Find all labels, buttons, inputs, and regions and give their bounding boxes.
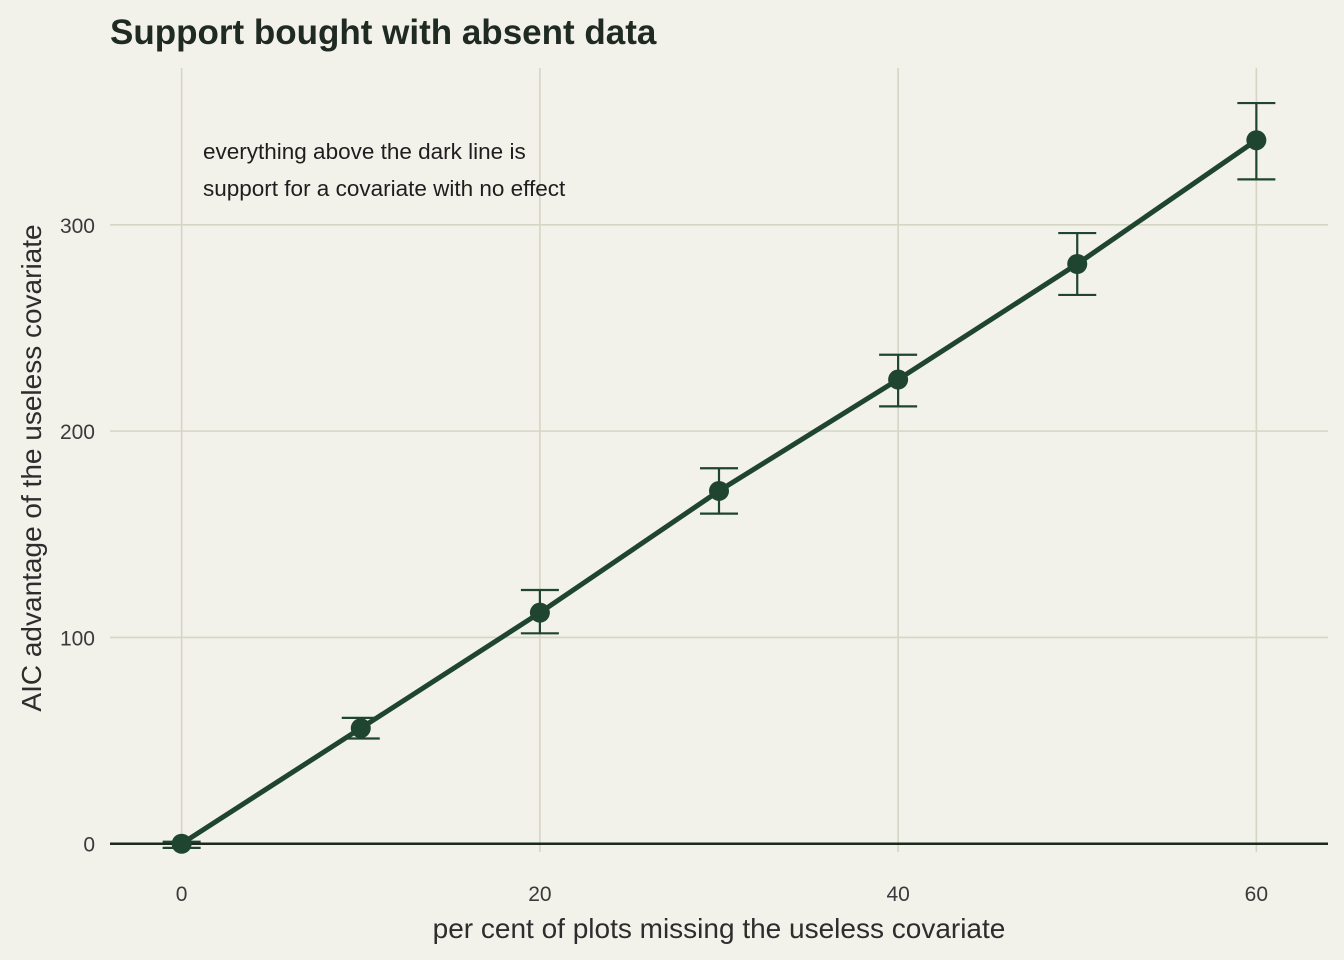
x-tick-label: 20: [528, 883, 551, 906]
y-tick-label: 100: [60, 627, 95, 650]
data-point: [350, 718, 371, 739]
data-point: [171, 833, 192, 854]
annotation-text: everything above the dark line is support…: [203, 139, 566, 201]
tick-label-layer: 0 20 40 60 0 100 200 300: [60, 215, 1268, 906]
x-tick-label: 60: [1245, 883, 1268, 906]
y-tick-label: 200: [60, 421, 95, 444]
y-axis-title: AIC advantage of the useless covariate: [16, 224, 47, 711]
data-point: [529, 602, 550, 623]
y-tick-label: 300: [60, 215, 95, 238]
x-tick-label: 0: [176, 883, 188, 906]
data-point: [888, 369, 909, 390]
chart-title: Support bought with absent data: [110, 13, 657, 52]
error-bar-layer: [162, 101, 1276, 849]
x-tick-label: 40: [886, 883, 909, 906]
data-point: [1246, 130, 1267, 151]
annotation-line: everything above the dark line is: [203, 139, 526, 164]
data-point-layer: [171, 130, 1267, 854]
x-axis-title: per cent of plots missing the useless co…: [433, 913, 1006, 944]
y-tick-label: 0: [83, 834, 95, 857]
annotation-line: support for a covariate with no effect: [203, 176, 566, 201]
data-point: [1067, 254, 1088, 274]
data-point: [709, 480, 729, 501]
